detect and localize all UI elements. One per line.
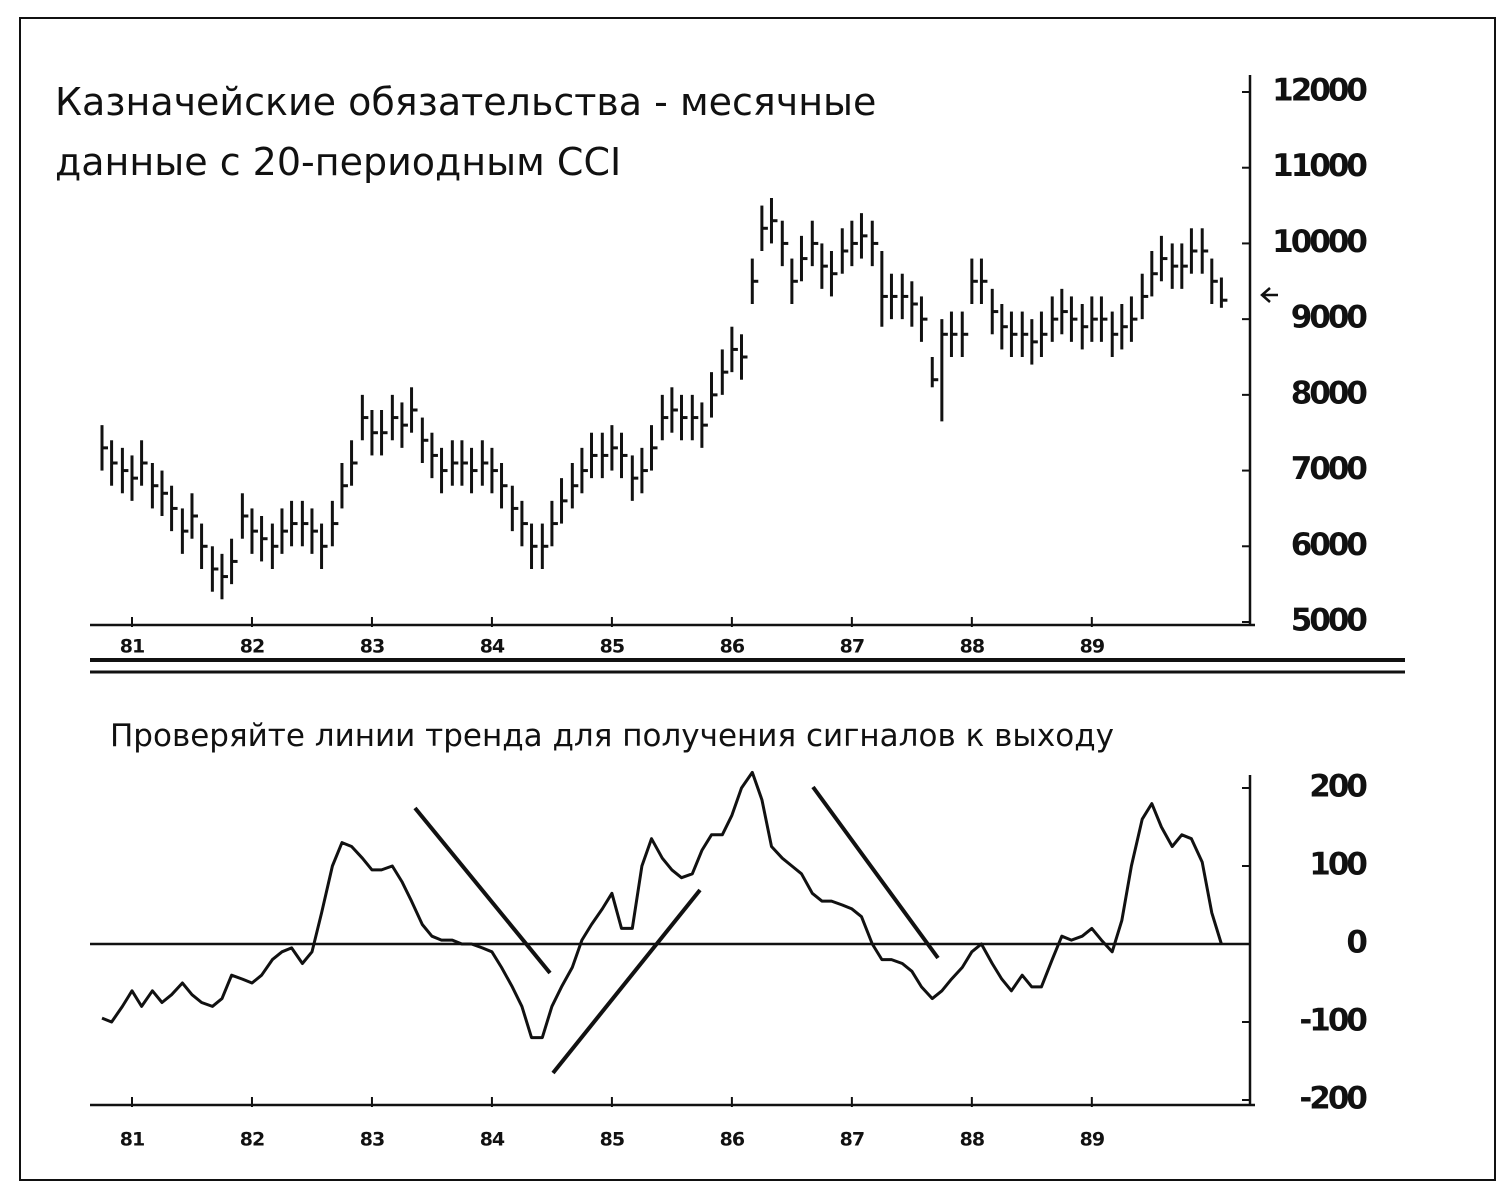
x-tick-label: 83 [360,636,384,658]
trend-line [551,888,702,1075]
trend-line [811,785,940,960]
x-tick-label: 88 [960,1129,985,1151]
y-tick-label: 200 [1309,769,1367,805]
x-tick-label: 84 [480,636,505,658]
y-tick-label: -100 [1299,1003,1367,1039]
y-tick-label: 0 [1346,925,1367,961]
x-tick-label: 82 [240,1129,264,1151]
frame [19,17,1496,1181]
y-tick-label: 10000 [1272,224,1367,260]
arrow [1260,287,1278,303]
y-tick-label: 6000 [1291,527,1368,563]
y-tick-label: 8000 [1291,375,1368,411]
y-tick-label: 5000 [1291,603,1368,639]
cci-line [101,770,1223,1040]
x-tick-label: 84 [480,1129,505,1151]
x-tick-label: 88 [960,636,985,658]
x-tick-label: 86 [720,1129,745,1151]
x-tick-label: 81 [120,1129,144,1151]
chart-title: Проверяйте линии тренда для получения си… [110,718,1114,754]
x-tick-label: 85 [600,636,624,658]
x-tick-label: 89 [1080,636,1104,658]
trend-line [413,806,552,975]
y-tick-label: 11000 [1272,148,1367,184]
x-tick-label: 82 [240,636,264,658]
x-tick-label: 83 [360,1129,384,1151]
y-tick-label: 7000 [1291,451,1368,487]
x-tick-label: 86 [720,636,745,658]
x-tick-label: 89 [1080,1129,1104,1151]
x-tick-label: 87 [840,1129,864,1151]
chart-title: данные с 20-периодным CCI [55,140,621,184]
chart-title: Казначейские обязательства - месячные [55,80,876,124]
x-tick-label: 81 [120,636,144,658]
y-tick-label: -200 [1299,1081,1367,1117]
x-tick-label: 87 [840,636,864,658]
y-tick-label: 12000 [1272,73,1367,109]
y-tick-label: 9000 [1291,300,1368,336]
y-tick-label: 100 [1309,847,1367,883]
x-tick-label: 85 [600,1129,624,1151]
